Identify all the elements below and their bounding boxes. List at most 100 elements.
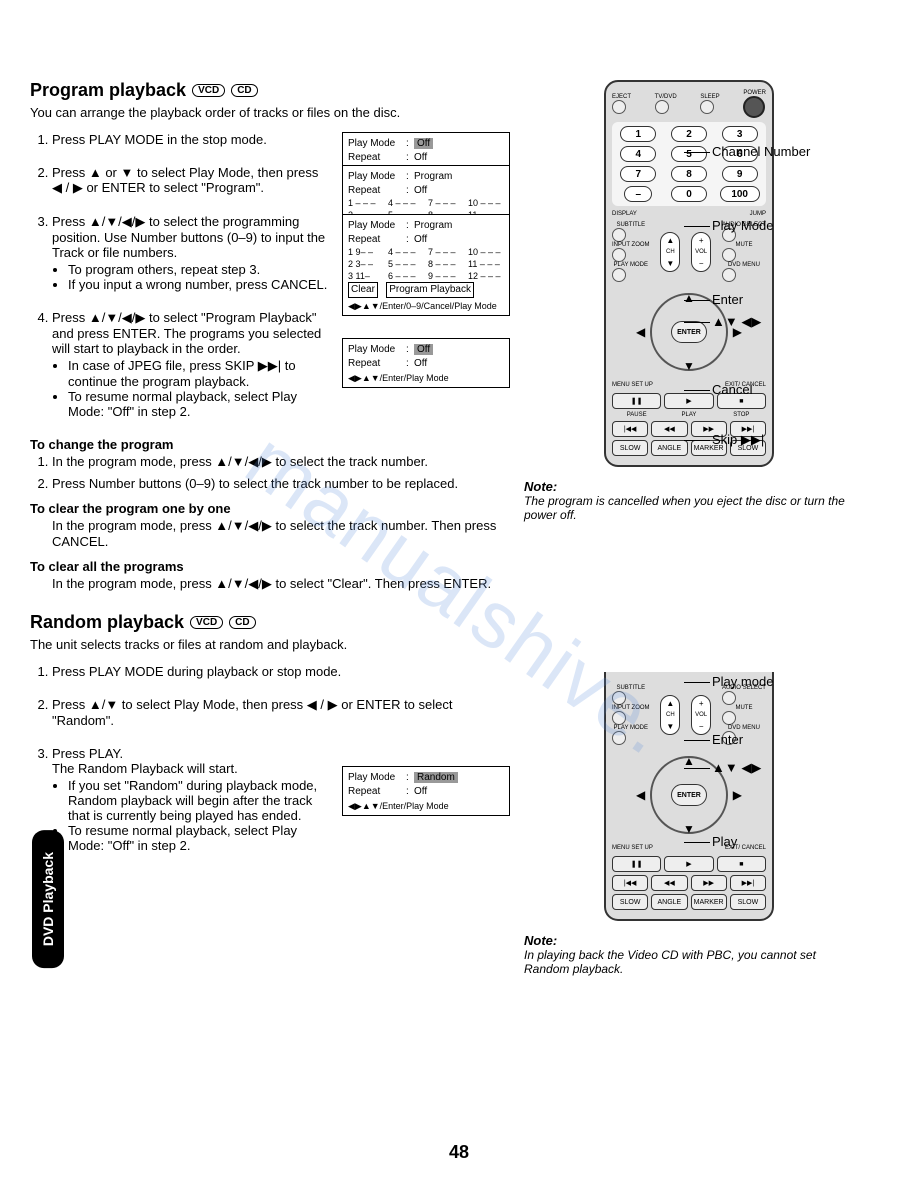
playmode-button[interactable] <box>612 731 626 745</box>
callout-arrows: ▲▼ ◀▶ <box>712 314 761 330</box>
osd-hint: ◀▶▲▼/Enter/Play Mode <box>348 800 504 812</box>
tvdvd-label: TV/DVD <box>655 94 677 100</box>
mute-button[interactable] <box>722 248 736 262</box>
ff-button[interactable]: ▶▶ <box>691 875 727 891</box>
num-4[interactable]: 4 <box>620 146 656 162</box>
cell: 3 11– <box>348 270 384 282</box>
rev-button[interactable]: ◀◀ <box>651 421 687 437</box>
vol-rocker[interactable]: +VOL− <box>691 232 711 272</box>
callout-arrows-2: ▲▼ ◀▶ <box>712 760 761 776</box>
ch-rocker[interactable]: ▲CH▼ <box>660 232 680 272</box>
up-arrow[interactable]: ▲ <box>683 291 695 305</box>
subtitle-button[interactable] <box>612 691 626 705</box>
subtitle-button[interactable] <box>612 228 626 242</box>
cell: 4 – – – <box>388 246 424 258</box>
osd-val: Off <box>414 785 504 799</box>
s2-step-3-extra: The Random Playback will start. <box>52 761 238 776</box>
num-5[interactable]: 5 <box>671 146 707 162</box>
left-arrow[interactable]: ◀ <box>636 788 645 802</box>
slow-button[interactable]: SLOW <box>612 440 648 456</box>
display-label: DISPLAY <box>612 211 637 217</box>
menu-label: MENU SET UP <box>612 845 653 851</box>
num-7[interactable]: 7 <box>620 166 656 182</box>
osd-key: Repeat <box>348 785 406 799</box>
power-button[interactable] <box>743 96 765 118</box>
callout-line <box>684 440 710 441</box>
skip-back-button[interactable]: |◀◀ <box>612 875 648 891</box>
callout-text: Enter <box>712 292 743 307</box>
enter-button[interactable]: ENTER <box>671 784 707 806</box>
left-arrow[interactable]: ◀ <box>636 325 645 339</box>
dvdmenu-button[interactable] <box>722 268 736 282</box>
pause-button[interactable]: ❚❚ <box>612 393 661 409</box>
eject-button[interactable] <box>612 100 626 114</box>
enter-button[interactable]: ENTER <box>671 321 707 343</box>
callout-text: Channel Number <box>712 144 810 159</box>
osd-colon: : <box>406 184 414 198</box>
slow-button[interactable]: SLOW <box>612 894 648 910</box>
rev-button[interactable]: ◀◀ <box>651 875 687 891</box>
vol-rocker[interactable]: +VOL− <box>691 695 711 735</box>
osd-random: Play Mode:Random Repeat:Off ◀▶▲▼/Enter/P… <box>342 766 510 816</box>
up-arrow[interactable]: ▲ <box>683 754 695 768</box>
playmode-button[interactable] <box>612 268 626 282</box>
ch-label: CH <box>666 712 675 718</box>
note1-text: The program is cancelled when you eject … <box>524 494 854 522</box>
s2-step-3-text: Press PLAY. <box>52 746 123 761</box>
input-button[interactable] <box>612 248 626 262</box>
num-9[interactable]: 9 <box>722 166 758 182</box>
ch-rocker[interactable]: ▲CH▼ <box>660 695 680 735</box>
playmode-label: PLAY MODE <box>612 262 650 268</box>
num-100[interactable]: 100 <box>720 186 760 202</box>
play-button[interactable]: ▶ <box>664 856 713 872</box>
skip-fwd-button[interactable]: ▶▶| <box>730 875 766 891</box>
play-button[interactable]: ▶ <box>664 393 713 409</box>
down-arrow[interactable]: ▼ <box>683 822 695 836</box>
cell: 10 – – – <box>468 197 504 209</box>
osd-val: Program <box>414 170 504 184</box>
audio-button[interactable] <box>722 691 736 705</box>
callout-line <box>684 152 710 153</box>
num-2[interactable]: 2 <box>671 126 707 142</box>
skip-back-button[interactable]: |◀◀ <box>612 421 648 437</box>
cell: 1 9– – <box>348 246 384 258</box>
marker-button[interactable]: MARKER <box>691 894 727 910</box>
badge-cd-2: CD <box>229 616 255 629</box>
osd-key: Play Mode <box>348 771 406 785</box>
down-arrow[interactable]: ▼ <box>683 359 695 373</box>
stop-button[interactable]: ■ <box>717 856 766 872</box>
cell: 6 – – – <box>388 270 424 282</box>
num-0[interactable]: 0 <box>671 186 707 202</box>
num-dash[interactable]: – <box>624 186 652 202</box>
osd-val: Off <box>414 357 504 371</box>
side-tab: DVD Playback <box>32 830 64 968</box>
slow2-button[interactable]: SLOW <box>730 894 766 910</box>
angle-button[interactable]: ANGLE <box>651 440 687 456</box>
osd-val: Off <box>414 233 504 247</box>
cell: 10 – – – <box>468 246 504 258</box>
power-label: POWER <box>743 90 766 96</box>
angle-button[interactable]: ANGLE <box>651 894 687 910</box>
callout-cancel: Cancel <box>712 382 752 397</box>
sub2-heading: To clear the program one by one <box>30 501 510 516</box>
callout-line <box>684 740 710 741</box>
remote-1: EJECT TV/DVD SLEEP POWER 1 2 3 4 5 6 7 8… <box>604 80 774 467</box>
sub1-heading: To change the program <box>30 437 510 452</box>
section2-heading: Random playback VCD CD <box>30 612 510 633</box>
num-1[interactable]: 1 <box>620 126 656 142</box>
num-3[interactable]: 3 <box>722 126 758 142</box>
tvdvd-button[interactable] <box>655 100 669 114</box>
pause-button[interactable]: ❚❚ <box>612 856 661 872</box>
callout-line <box>684 226 710 227</box>
sleep-button[interactable] <box>700 100 714 114</box>
ch-label: CH <box>666 249 675 255</box>
input-button[interactable] <box>612 711 626 725</box>
right-column: EJECT TV/DVD SLEEP POWER 1 2 3 4 5 6 7 8… <box>524 80 854 976</box>
cell: 8 – – – <box>428 258 464 270</box>
right-arrow[interactable]: ▶ <box>733 788 742 802</box>
callout-line <box>684 842 710 843</box>
num-8[interactable]: 8 <box>671 166 707 182</box>
mute-button[interactable] <box>722 711 736 725</box>
osd-val: Random <box>414 772 458 783</box>
numpad: 1 2 3 4 5 6 7 8 9 – 0 100 <box>612 122 766 206</box>
